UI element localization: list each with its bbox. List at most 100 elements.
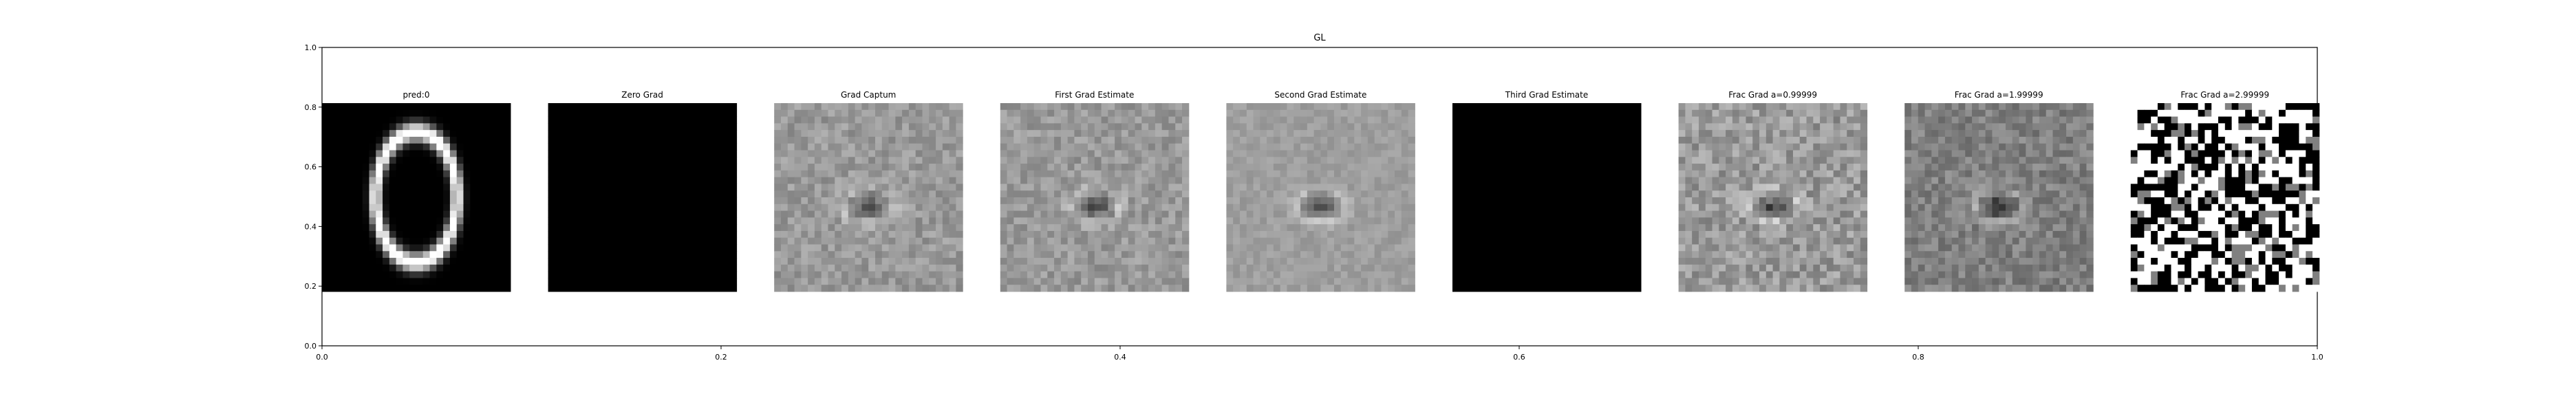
pixel-cell (1233, 177, 1241, 184)
pixel-cell (396, 136, 403, 144)
pixel-cell (702, 237, 710, 245)
pixel-cell (1155, 116, 1163, 124)
pixel-cell (1175, 136, 1183, 144)
pixel-cell (1472, 150, 1480, 157)
pixel-cell (477, 264, 484, 272)
pixel-cell (1273, 251, 1281, 258)
pixel-cell (342, 230, 350, 239)
pixel-cell (1033, 150, 1042, 157)
pixel-cell (956, 177, 963, 184)
pixel-cell (1593, 177, 1601, 184)
pixel-cell (1613, 109, 1622, 118)
pixel-cell (949, 264, 956, 272)
pixel-cell (335, 103, 343, 111)
pixel-cell (922, 177, 930, 184)
pixel-cell (1813, 116, 1821, 124)
pixel-cell (1141, 190, 1149, 198)
pixel-cell (1294, 190, 1301, 198)
pixel-cell (1067, 164, 1075, 171)
pixel-cell (1161, 123, 1169, 131)
pixel-cell (1698, 130, 1706, 138)
pixel-cell (1047, 143, 1055, 151)
pixel-cell (1115, 184, 1122, 191)
pixel-cell (1820, 103, 1827, 111)
pixel-cell (1121, 103, 1129, 111)
pixel-cell (1712, 109, 1719, 118)
pixel-cell (662, 210, 670, 218)
pixel-cell (908, 109, 916, 118)
pixel-cell (848, 264, 856, 272)
pixel-cell (723, 190, 731, 198)
pixel-cell (1320, 103, 1328, 111)
pixel-cell (1452, 123, 1460, 131)
pixel-cell (1395, 116, 1402, 124)
pixel-cell (1239, 237, 1247, 245)
pixel-cell (1226, 251, 1234, 258)
pixel-cell (1678, 116, 1686, 124)
pixel-cell (1300, 190, 1308, 198)
pixel-cell (1560, 244, 1567, 252)
pixel-cell (1148, 143, 1156, 151)
pixel-cell (477, 217, 484, 225)
pixel-cell (456, 109, 464, 118)
pixel-cell (1267, 157, 1274, 164)
pixel-cell (490, 170, 497, 178)
pixel-cell (922, 150, 930, 157)
pixel-cell (1313, 230, 1321, 239)
pixel-cell (1307, 251, 1315, 258)
pixel-cell (1007, 197, 1014, 205)
pixel-cell (548, 217, 555, 225)
pixel-cell (729, 230, 738, 239)
pixel-cell (689, 224, 697, 232)
pixel-cell (575, 177, 583, 184)
pixel-cell (1013, 157, 1021, 164)
pixel-cell (477, 285, 484, 292)
pixel-cell (1340, 136, 1349, 144)
pixel-cell (1547, 136, 1554, 144)
pixel-cell (369, 217, 376, 225)
pixel-cell (1799, 136, 1807, 144)
pixel-cell (936, 103, 943, 111)
pixel-cell (561, 123, 569, 131)
pixel-cell (1479, 130, 1487, 138)
pixel-cell (662, 109, 670, 118)
pixel-cell (814, 123, 822, 131)
pixel-cell (1820, 157, 1827, 164)
pixel-cell (1513, 177, 1521, 184)
pixel-cell (848, 244, 856, 252)
pixel-cell (422, 184, 431, 191)
pixel-cell (608, 224, 616, 232)
pixel-cell (929, 136, 936, 144)
pixel-cell (1533, 170, 1541, 178)
pixel-cell (1607, 224, 1615, 232)
pixel-cell (1000, 103, 1008, 111)
pixel-cell (1060, 116, 1069, 124)
pixel-cell (389, 184, 397, 191)
y-tick-label: 0.4 (305, 222, 317, 231)
pixel-cell (1499, 217, 1507, 225)
pixel-cell (1587, 177, 1594, 184)
pixel-cell (1388, 136, 1395, 144)
pixel-cell (608, 184, 616, 191)
pixel-cell (1799, 157, 1807, 164)
pixel-cell (1560, 237, 1567, 245)
pixel-cell (477, 210, 484, 218)
pixel-cell (1121, 136, 1129, 144)
pixel-cell (335, 109, 343, 118)
pixel-cell (561, 109, 569, 118)
pixel-cell (808, 130, 815, 138)
pixel-cell (490, 251, 497, 258)
pixel-cell (1168, 109, 1176, 118)
pixel-cell (1367, 210, 1375, 218)
pixel-cell (1260, 116, 1267, 124)
pixel-cell (635, 210, 643, 218)
pixel-cell (342, 278, 350, 285)
pixel-cell (794, 244, 802, 252)
pixel-cell (561, 130, 569, 138)
pixel-cell (1115, 136, 1122, 144)
pixel-cell (1560, 136, 1567, 144)
pixel-cell (888, 210, 896, 218)
pixel-cell (497, 190, 504, 198)
pixel-cell (416, 278, 424, 285)
pixel-cell (1388, 130, 1395, 138)
